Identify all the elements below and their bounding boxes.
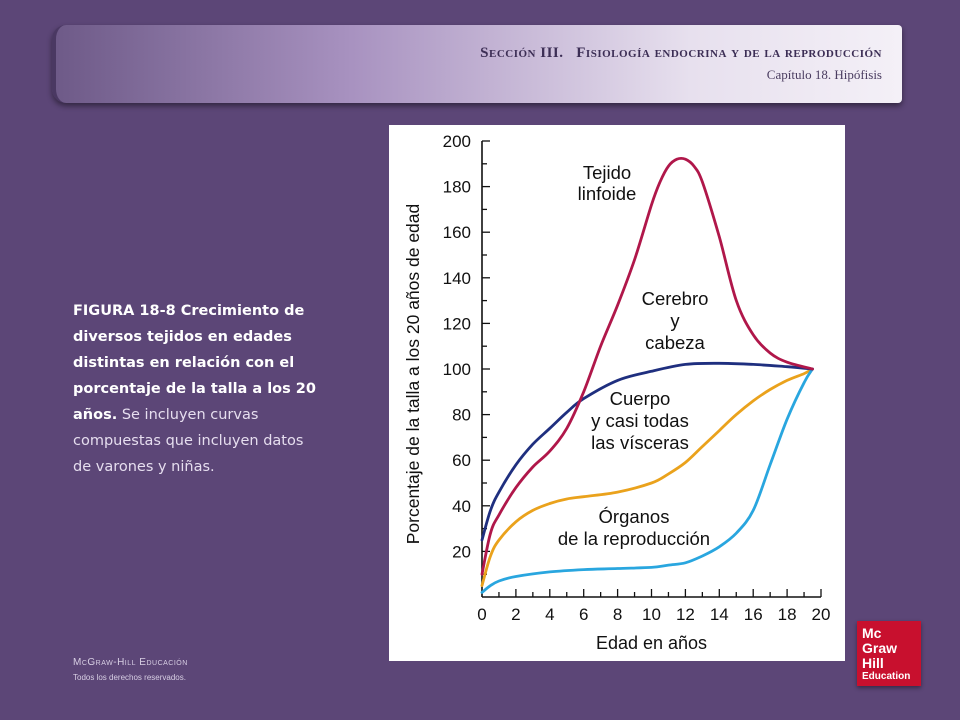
x-tick-label: 2	[511, 605, 520, 624]
section-title: Fisiología endocrina y de la reproducció…	[576, 45, 882, 61]
series-label: Cerebro	[642, 288, 709, 309]
footer-brand: McGraw-Hill Educación	[73, 657, 188, 668]
y-tick-label: 120	[443, 314, 471, 333]
x-tick-label: 8	[613, 605, 622, 624]
mcgraw-hill-logo: Mc Graw Hill Education	[857, 621, 921, 686]
series-label: de la reproducción	[558, 528, 710, 549]
caption-bold: FIGURA 18-8 Crecimiento de diversos teji…	[73, 303, 316, 423]
logo-line: Graw	[862, 640, 898, 656]
series-line-linfoide	[480, 156, 814, 576]
series-label: cabeza	[645, 332, 705, 353]
series-label: Cuerpo	[610, 388, 671, 409]
header-banner: Sección III. Fisiología endocrina y de l…	[52, 25, 902, 103]
x-tick-label: 20	[812, 605, 831, 624]
figure-caption: FIGURA 18-8 Crecimiento de diversos teji…	[73, 298, 323, 480]
series-label: Órganos	[599, 506, 670, 527]
y-tick-label: 100	[443, 360, 471, 379]
logo-line: Mc	[862, 625, 882, 641]
figure-box: 20 40 60 80 100 120 140 160 180 200 0 2 4 6 8 10 12 14 16 1…	[389, 125, 845, 661]
x-tick-label: 12	[676, 605, 695, 624]
y-tick-label: 80	[452, 406, 471, 425]
series-label: Tejido	[583, 162, 631, 183]
y-tick-label: 200	[443, 132, 471, 151]
y-tick-label: 140	[443, 269, 471, 288]
series-label: y casi todas	[591, 410, 689, 431]
y-tick-label: 60	[452, 451, 471, 470]
x-axis-label: Edad en años	[596, 633, 707, 653]
caption-text: Se incluyen curvas compuestas que incluy…	[73, 407, 304, 475]
x-tick-label: 14	[710, 605, 729, 624]
series-line-cuerpo	[480, 367, 814, 587]
y-tick-label: 40	[452, 497, 471, 516]
section-label: Sección III.	[480, 45, 564, 61]
header-title: Sección III. Fisiología endocrina y de l…	[480, 45, 882, 62]
chapter-subtitle: Capítulo 18. Hipófisis	[766, 67, 882, 82]
growth-chart: 20 40 60 80 100 120 140 160 180 200 0 2 4 6 8 10 12 14 16 1…	[403, 132, 831, 653]
series-label: linfoide	[578, 183, 637, 204]
x-tick-label: 10	[642, 605, 661, 624]
x-tick-label: 0	[477, 605, 486, 624]
series-line-reproduccion	[480, 367, 814, 594]
x-tick-label: 4	[545, 605, 554, 624]
logo-line: Hill	[862, 655, 884, 671]
y-tick-label: 20	[452, 542, 471, 561]
series-line-cerebro	[480, 361, 814, 542]
y-axis-label: Porcentaje de la talla a los 20 años de …	[403, 204, 423, 545]
logo-line: Education	[862, 671, 911, 682]
series-label: las vísceras	[591, 432, 689, 453]
y-tick-label: 160	[443, 223, 471, 242]
x-tick-label: 18	[778, 605, 797, 624]
x-tick-label: 6	[579, 605, 588, 624]
x-tick-label: 16	[744, 605, 763, 624]
y-tick-label: 180	[443, 178, 471, 197]
footer-rights: Todos los derechos reservados.	[73, 673, 186, 682]
series-label: y	[670, 310, 680, 331]
